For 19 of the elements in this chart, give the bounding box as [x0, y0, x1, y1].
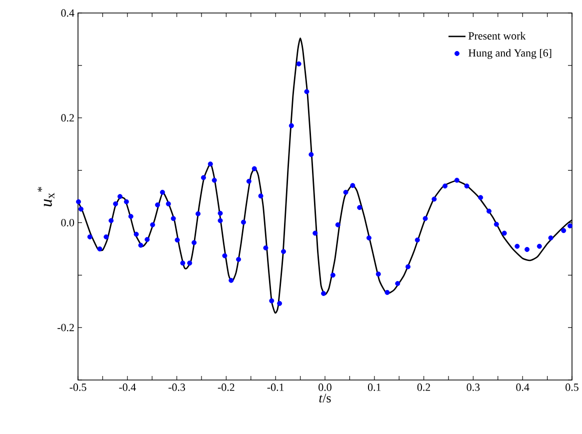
x-tick-label: 0.1 — [368, 384, 381, 391]
x-tick-label: -0.2 — [218, 384, 234, 391]
x-tick-label: 0.3 — [466, 384, 480, 391]
x-tick-label: -0.1 — [267, 384, 284, 391]
x-axis-title: t/s — [319, 394, 331, 402]
legend-label: Hung and Yang [6] — [468, 48, 552, 59]
x-tick-label: -0.5 — [70, 384, 86, 391]
y-tick-label: 0.0 — [61, 219, 74, 226]
x-tick-label: -0.3 — [168, 384, 186, 391]
y-tick-label: 0.2 — [61, 114, 74, 122]
x-tick-label: 0.0 — [318, 384, 332, 391]
x-tick-label: -0.4 — [119, 384, 136, 391]
legend-label: Present work — [468, 32, 526, 40]
x-tick-label: 0.2 — [417, 384, 430, 391]
x-tick-label: 0.5 — [566, 384, 578, 391]
y-tick-label: 0.4 — [61, 9, 74, 17]
x-tick-label: 0.4 — [516, 384, 530, 391]
y-axis-title: u$_{x}$* — [38, 186, 54, 206]
y-tick-label: -0.2 — [58, 324, 74, 332]
